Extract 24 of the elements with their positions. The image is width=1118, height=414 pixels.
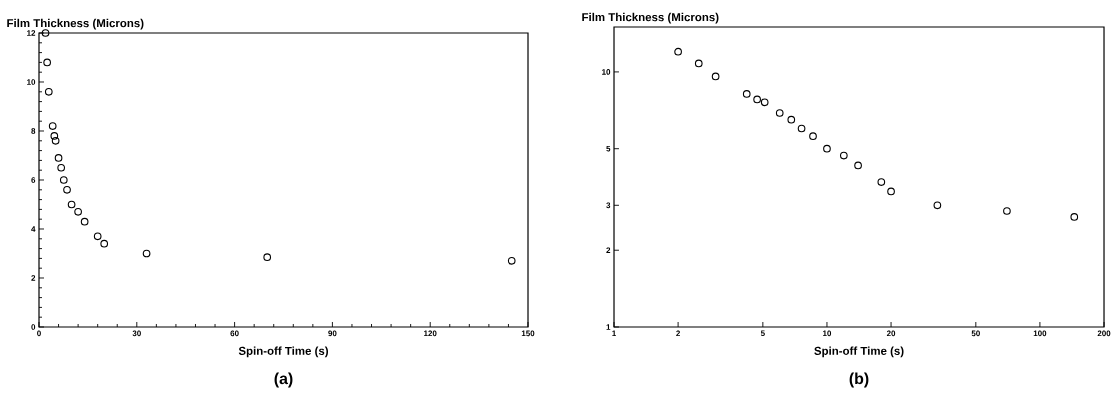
point xyxy=(80,217,89,226)
point xyxy=(54,154,63,162)
point xyxy=(63,185,71,194)
point xyxy=(50,132,59,140)
point xyxy=(43,58,51,67)
x-axis-title: Spin-off Time (s) xyxy=(238,346,329,358)
text: (a) xyxy=(274,372,293,388)
point xyxy=(59,176,68,184)
point xyxy=(51,136,60,145)
point xyxy=(44,87,53,96)
point xyxy=(93,232,102,241)
point xyxy=(507,257,516,265)
x-axis-title: Spin-off Time (s) xyxy=(814,346,904,358)
y-axis-title: Film Thickness (Microns) xyxy=(7,18,144,30)
point xyxy=(100,239,109,248)
y-axis-title: Film Thickness (Microns) xyxy=(582,12,719,24)
point xyxy=(74,208,82,216)
point xyxy=(67,200,76,209)
point xyxy=(57,163,66,172)
point xyxy=(263,253,272,262)
text: (b) xyxy=(849,372,869,388)
point xyxy=(48,122,57,130)
point xyxy=(41,29,50,37)
point xyxy=(142,249,151,258)
